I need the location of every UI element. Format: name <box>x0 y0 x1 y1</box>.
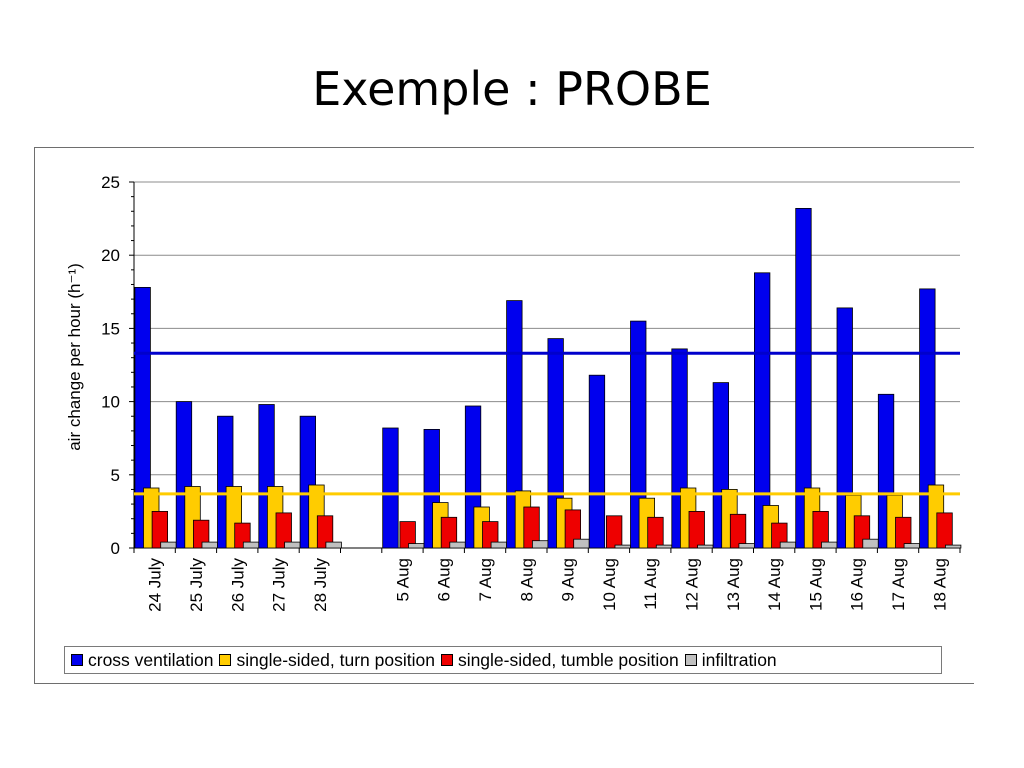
bar-0-17 <box>836 307 853 549</box>
y-axis-label: air change per hour (h⁻¹) <box>65 263 84 451</box>
x-tick-label: 10 Aug <box>600 558 619 611</box>
legend-label: single-sided, turn position <box>236 649 435 670</box>
bar-2-7 <box>440 516 458 549</box>
x-tick-label: 6 Aug <box>435 558 454 602</box>
chart-legend: cross ventilation single-sided, turn pos… <box>64 646 942 674</box>
bar-2-8 <box>482 521 499 549</box>
bar-3-7 <box>449 541 466 549</box>
bar-3-9 <box>532 540 549 549</box>
legend-label: cross ventilation <box>88 649 214 670</box>
bar-3-0 <box>160 541 177 549</box>
legend-swatch-cross-ventilation <box>71 654 83 666</box>
x-tick-label: 15 Aug <box>806 558 825 611</box>
bar-0-10 <box>547 338 564 549</box>
x-tick-label: 5 Aug <box>393 558 412 602</box>
x-tick-label: 16 Aug <box>848 558 867 611</box>
x-tick-label: 11 Aug <box>641 558 660 610</box>
x-tick-label: 14 Aug <box>765 558 784 611</box>
bar-2-4 <box>316 515 334 549</box>
bar-2-11 <box>606 515 623 549</box>
chart-frame <box>34 147 974 684</box>
bar-2-6 <box>399 521 416 549</box>
bar-2-12 <box>647 516 664 549</box>
bar-3-10 <box>573 538 590 549</box>
bar-2-1 <box>192 519 210 549</box>
legend-swatch-single-sided-turn <box>219 654 232 666</box>
bar-3-2 <box>242 541 260 549</box>
bar-2-16 <box>812 510 829 549</box>
x-tick-label: 28 July <box>311 558 330 612</box>
bar-2-9 <box>523 506 540 549</box>
y-tick-label: 25 <box>101 173 120 192</box>
x-tick-label: 8 Aug <box>517 558 536 602</box>
y-tick-label: 10 <box>101 393 120 412</box>
bar-3-13 <box>697 544 714 549</box>
bar-0-9 <box>506 300 523 549</box>
bar-2-3 <box>275 512 292 549</box>
slide-title: Exemple : PROBE <box>312 62 712 116</box>
bar-3-11 <box>614 544 631 549</box>
bar-3-6 <box>408 543 425 549</box>
x-tick-label: 13 Aug <box>724 558 743 611</box>
bar-0-15 <box>754 272 771 549</box>
y-tick-label: 0 <box>111 539 120 558</box>
bar-2-18 <box>895 516 912 549</box>
x-tick-label: 12 Aug <box>683 558 702 611</box>
y-tick-label: 5 <box>111 466 120 485</box>
bar-3-12 <box>655 544 673 549</box>
bar-3-16 <box>821 541 838 549</box>
bar-2-19 <box>936 512 953 549</box>
bar-2-10 <box>564 509 581 549</box>
x-tick-label: 24 July <box>146 558 165 612</box>
bar-3-4 <box>325 541 342 549</box>
bar-2-13 <box>688 510 705 549</box>
legend-item-single-sided-turn: single-sided, turn position <box>219 649 435 671</box>
bar-2-0 <box>151 510 169 549</box>
y-tick-label: 20 <box>101 246 120 265</box>
bar-3-3 <box>284 541 301 549</box>
x-tick-label: 26 July <box>228 558 247 612</box>
bar-3-18 <box>903 543 920 549</box>
x-tick-label: 9 Aug <box>559 558 578 602</box>
bar-3-15 <box>779 541 797 549</box>
x-tick-label: 17 Aug <box>889 558 908 611</box>
bar-0-6 <box>382 427 399 549</box>
legend-swatch-single-sided-tumble <box>440 654 453 666</box>
bar-3-19 <box>945 544 962 549</box>
bar-3-8 <box>490 541 508 549</box>
bar-0-11 <box>588 374 606 549</box>
y-tick-label: 15 <box>101 319 120 338</box>
legend-swatch-infiltration <box>684 654 697 666</box>
x-tick-label: 18 Aug <box>930 558 949 611</box>
x-tick-label: 7 Aug <box>476 558 495 602</box>
legend-item-cross-ventilation: cross ventilation <box>71 650 213 671</box>
legend-label: single-sided, tumble position <box>457 649 679 670</box>
bar-2-14 <box>729 513 747 549</box>
legend-item-single-sided-tumble: single-sided, tumble position <box>440 649 679 671</box>
legend-item-infiltration: infiltration <box>684 649 777 671</box>
bar-3-17 <box>862 538 879 549</box>
x-tick-label: 25 July <box>187 558 206 612</box>
x-tick-label: 27 July <box>270 558 289 612</box>
legend-label: infiltration <box>701 649 777 670</box>
bar-3-1 <box>201 541 218 549</box>
bar-0-12 <box>630 320 647 549</box>
bar-3-14 <box>738 543 755 549</box>
bar-0-16 <box>795 207 812 549</box>
